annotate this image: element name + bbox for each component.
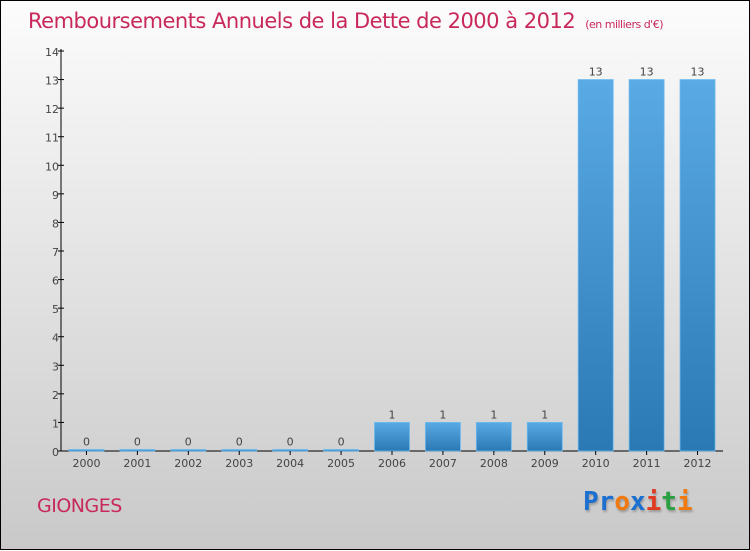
logo-letter: x (629, 487, 646, 517)
y-tick-label: 2 (52, 389, 59, 402)
y-tick-label: 7 (52, 246, 59, 259)
x-tick-label: 2008 (480, 457, 508, 470)
y-tick-label: 12 (45, 103, 59, 116)
data-label: 0 (134, 436, 141, 449)
x-tick-label: 2003 (225, 457, 253, 470)
x-tick-label: 2005 (327, 457, 355, 470)
data-label: 1 (389, 408, 396, 421)
x-tick-label: 2010 (582, 457, 610, 470)
bar (475, 422, 512, 452)
y-tick-label: 1 (52, 417, 59, 430)
bar (425, 422, 461, 452)
chart-title: Remboursements Annuels de la Dette de 20… (28, 9, 663, 33)
data-label: 0 (83, 436, 90, 449)
y-tick-label: 0 (52, 446, 59, 459)
x-tick-label: 2011 (633, 457, 661, 470)
y-tick-label: 14 (45, 46, 59, 59)
proxiti-logo: Proxiti (583, 487, 693, 517)
logo-letter: o (614, 487, 630, 517)
bar (374, 422, 410, 452)
x-tick-label: 2001 (123, 457, 151, 470)
city-name: GIONGES (37, 495, 122, 517)
data-label: 1 (439, 408, 446, 421)
bar (119, 449, 156, 452)
data-label: 0 (185, 436, 192, 449)
y-tick-label: 10 (45, 160, 59, 173)
unit-label: (en milliers d'€) (585, 18, 663, 31)
bar (577, 79, 614, 452)
x-tick-label: 2007 (429, 457, 457, 470)
bar (526, 422, 563, 452)
y-tick-label: 3 (52, 360, 59, 373)
y-tick-label: 9 (52, 189, 59, 202)
logo-letter: i (645, 487, 662, 517)
y-tick-label: 11 (45, 132, 59, 145)
x-tick-label: 2002 (174, 457, 202, 470)
y-tick-label: 4 (52, 332, 59, 345)
y-tick-label: 8 (52, 217, 59, 230)
logo-letter: r (598, 487, 615, 517)
data-label: 0 (287, 436, 294, 449)
x-tick-label: 2004 (276, 457, 304, 470)
data-label: 13 (640, 66, 654, 79)
data-label: 0 (236, 436, 243, 449)
bar (221, 449, 258, 452)
x-tick-label: 2006 (378, 457, 406, 470)
y-tick-label: 5 (52, 303, 59, 316)
y-tick-label: 6 (52, 275, 59, 288)
bar (170, 449, 207, 452)
bar (272, 449, 309, 452)
logo-letter: P (583, 487, 599, 517)
x-tick-label: 2012 (684, 457, 712, 470)
x-tick-label: 2000 (72, 457, 100, 470)
y-tick-label: 13 (45, 75, 59, 88)
data-label: 13 (589, 66, 603, 79)
logo-letter: t (661, 487, 677, 517)
x-tick-label: 2009 (531, 457, 559, 470)
logo-letter: i (676, 487, 693, 517)
bar (68, 449, 105, 452)
bar (323, 449, 359, 452)
data-label: 1 (541, 408, 548, 421)
bar (628, 79, 665, 452)
title-text: Remboursements Annuels de la Dette de 20… (28, 9, 576, 33)
bar (679, 79, 716, 452)
data-label: 0 (338, 436, 345, 449)
data-label: 13 (691, 66, 705, 79)
data-label: 1 (490, 408, 497, 421)
